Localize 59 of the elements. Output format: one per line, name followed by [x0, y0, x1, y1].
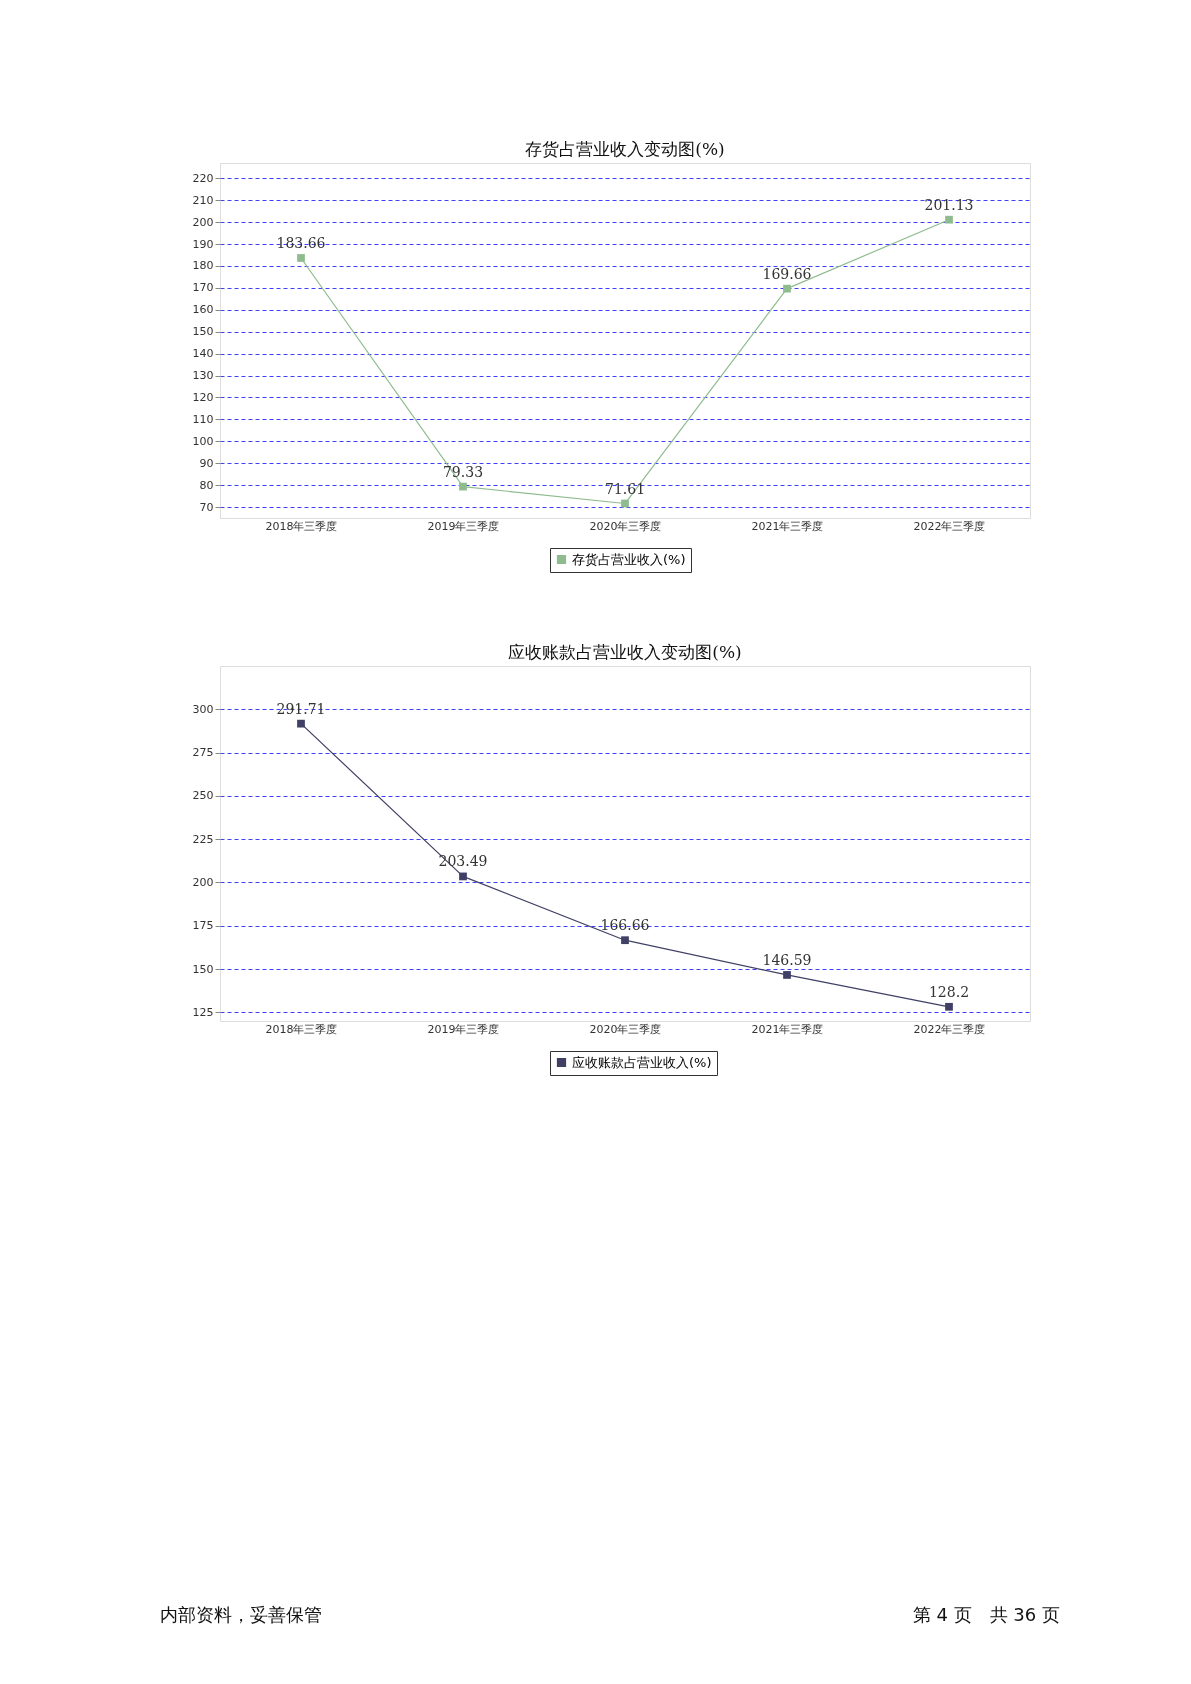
chart-title: 存货占营业收入变动图(%)	[525, 139, 725, 159]
text: 内部资料，妥善保管	[160, 1604, 322, 1625]
y-tick-label: 130	[192, 369, 214, 383]
y-tick-label: 160	[192, 303, 214, 317]
text: 第 4 页 共 36 页	[912, 1604, 1060, 1625]
point	[459, 872, 467, 881]
x-tick-label: 2022年三季度	[913, 519, 986, 533]
data-label: 166.66	[600, 917, 650, 934]
y-tick-label: 100	[192, 434, 214, 448]
y-tick-label: 190	[192, 237, 214, 251]
y-tick-label: 300	[192, 702, 214, 716]
y-tick-label: 110	[192, 412, 214, 426]
data-label: 169.66	[762, 265, 812, 282]
x-tick-label: 2020年三季度	[589, 1022, 662, 1036]
point	[783, 284, 791, 293]
x-tick-label: 2021年三季度	[751, 519, 824, 533]
y-tick-label: 70	[199, 500, 214, 514]
x-tick-label: 2021年三季度	[751, 1022, 824, 1036]
legend-label: 应收账款占营业收入(%)	[572, 1054, 712, 1070]
data-label: 291.71	[276, 700, 326, 717]
x-tick-label: 2018年三季度	[265, 519, 338, 533]
y-tick-label: 90	[199, 456, 214, 470]
y-tick-label: 140	[192, 347, 214, 361]
point	[621, 499, 629, 508]
point	[621, 936, 629, 945]
y-tick-label: 150	[192, 962, 214, 976]
data-label: 183.66	[276, 234, 326, 251]
point	[945, 215, 953, 224]
y-tick-label: 125	[192, 1005, 214, 1019]
x-tick-label: 2019年三季度	[427, 519, 500, 533]
y-tick-label: 175	[192, 919, 214, 933]
point	[297, 719, 305, 728]
data-label: 79.33	[442, 463, 484, 480]
data-label: 71.61	[604, 480, 646, 497]
legend-label: 存货占营业收入(%)	[572, 551, 686, 567]
x-tick-label: 2022年三季度	[913, 1022, 986, 1036]
x-tick-label: 2019年三季度	[427, 1022, 500, 1036]
y-tick-label: 200	[192, 215, 214, 229]
point	[459, 482, 467, 491]
y-tick-label: 275	[192, 746, 214, 760]
x-tick-label: 2018年三季度	[265, 1022, 338, 1036]
y-tick-label: 80	[199, 478, 214, 492]
y-tick-label: 200	[192, 875, 214, 889]
y-tick-label: 250	[192, 789, 214, 803]
y-tick-label: 210	[192, 193, 214, 207]
point	[945, 1002, 953, 1011]
chart-title: 应收账款占营业收入变动图(%)	[508, 642, 742, 662]
y-tick-label: 170	[192, 281, 214, 295]
y-tick-label: 225	[192, 832, 214, 846]
y-tick-label: 220	[192, 171, 214, 185]
data-label: 201.13	[924, 196, 974, 213]
y-tick-label: 120	[192, 390, 214, 404]
point	[297, 254, 305, 262]
x-tick-label: 2020年三季度	[589, 519, 662, 533]
y-tick-label: 180	[192, 259, 214, 273]
y-tick-label: 150	[192, 325, 214, 339]
data-label: 146.59	[762, 951, 812, 968]
point	[783, 971, 791, 979]
data-label: 128.2	[928, 983, 970, 1000]
